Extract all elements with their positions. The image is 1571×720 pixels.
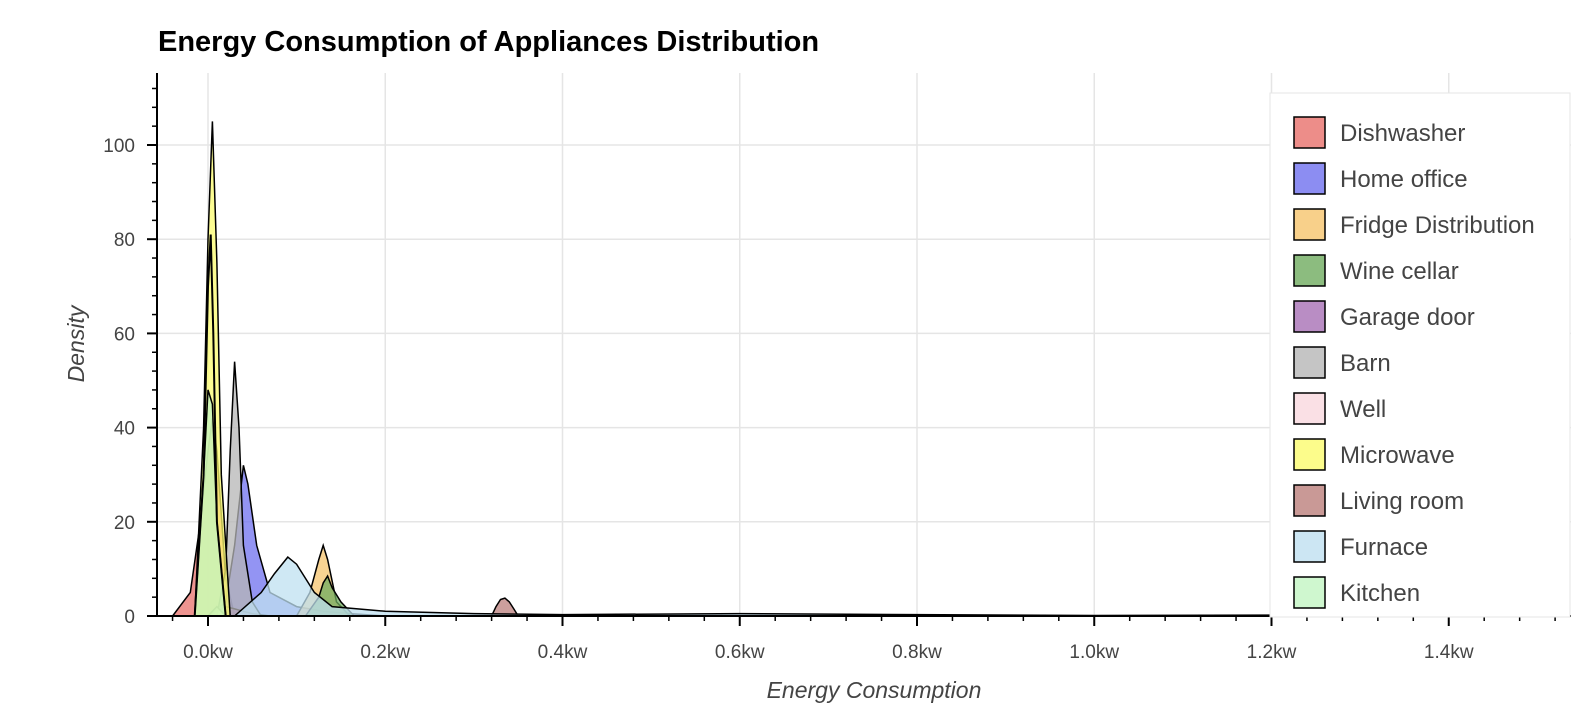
y-tick-label: 40 (114, 419, 135, 440)
legend-swatch-home-office (1293, 162, 1326, 195)
x-tick-label: 0.2kw (360, 642, 410, 663)
x-tick-label: 1.0kw (1069, 642, 1119, 663)
chart-title: Energy Consumption of Appliances Distrib… (158, 26, 820, 58)
legend-swatch-wine-cellar (1293, 254, 1326, 287)
legend-label-wine-cellar: Wine cellar (1340, 258, 1459, 285)
legend: Dishwasher Home office Fridge Distribution… (1269, 92, 1571, 618)
legend-label-microwave: Microwave (1340, 442, 1455, 469)
legend-label-living-room: Living room (1340, 488, 1464, 515)
legend-swatch-microwave (1293, 438, 1326, 471)
x-tick-label: 0.8kw (892, 642, 942, 663)
y-tick-label: 20 (114, 513, 135, 534)
legend-swatch-garage-door (1293, 300, 1326, 333)
y-tick-label: 60 (114, 324, 135, 345)
x-tick-label: 1.2kw (1247, 642, 1297, 663)
y-tick-label: 0 (124, 607, 135, 628)
legend-swatch-fridge-distribution (1293, 208, 1326, 241)
axes: 0 20 40 60 80 100 0.0kw 0.2kw 0.4kw 0.6kw 0.8kw 1.0… (103, 73, 1571, 663)
series-outline (193, 234, 227, 617)
x-tick-label: 0.6kw (715, 642, 765, 663)
legend-label-kitchen: Kitchen (1340, 580, 1420, 607)
legend-label-barn: Barn (1340, 350, 1391, 377)
x-axis-label: Energy Consumption (767, 677, 982, 703)
series-areas (171, 121, 1571, 617)
y-axis-label: Density (63, 304, 89, 382)
legend-label-fridge-distribution: Fridge Distribution (1340, 212, 1535, 239)
legend-label-dishwasher: Dishwasher (1340, 120, 1465, 147)
legend-swatch-furnace (1293, 530, 1326, 563)
legend-label-furnace: Furnace (1340, 534, 1428, 561)
legend-swatch-living-room (1293, 484, 1326, 517)
legend-swatch-kitchen (1293, 576, 1326, 609)
legend-swatch-barn (1293, 346, 1326, 379)
y-tick-label: 80 (114, 230, 135, 251)
legend-swatch-well (1293, 392, 1326, 425)
legend-label-well: Well (1340, 396, 1386, 423)
legend-label-garage-door: Garage door (1340, 304, 1475, 331)
x-tick-label: 0.4kw (538, 642, 588, 663)
x-tick-label: 1.4kw (1424, 642, 1474, 663)
legend-swatch-dishwasher (1293, 116, 1326, 149)
x-tick-label: 0.0kw (183, 642, 233, 663)
y-tick-label: 100 (103, 136, 135, 157)
legend-label-home-office: Home office (1340, 166, 1468, 193)
